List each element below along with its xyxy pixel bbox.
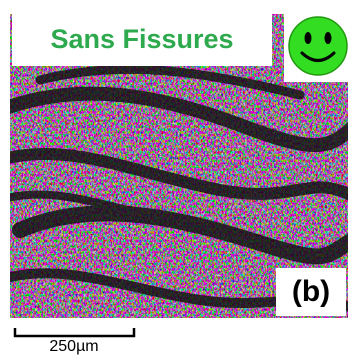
figure: Sans Fissures (b) 250µm [0,0,348,356]
smiley [289,17,347,75]
scale-bar-label: 250µm [49,338,98,355]
scale-bar [15,328,134,336]
page: {"label": "Sans Fissures", "panel": "(b)… [0,0,348,356]
label: Sans Fissures [50,24,233,54]
panel-label: (b) [292,275,330,308]
